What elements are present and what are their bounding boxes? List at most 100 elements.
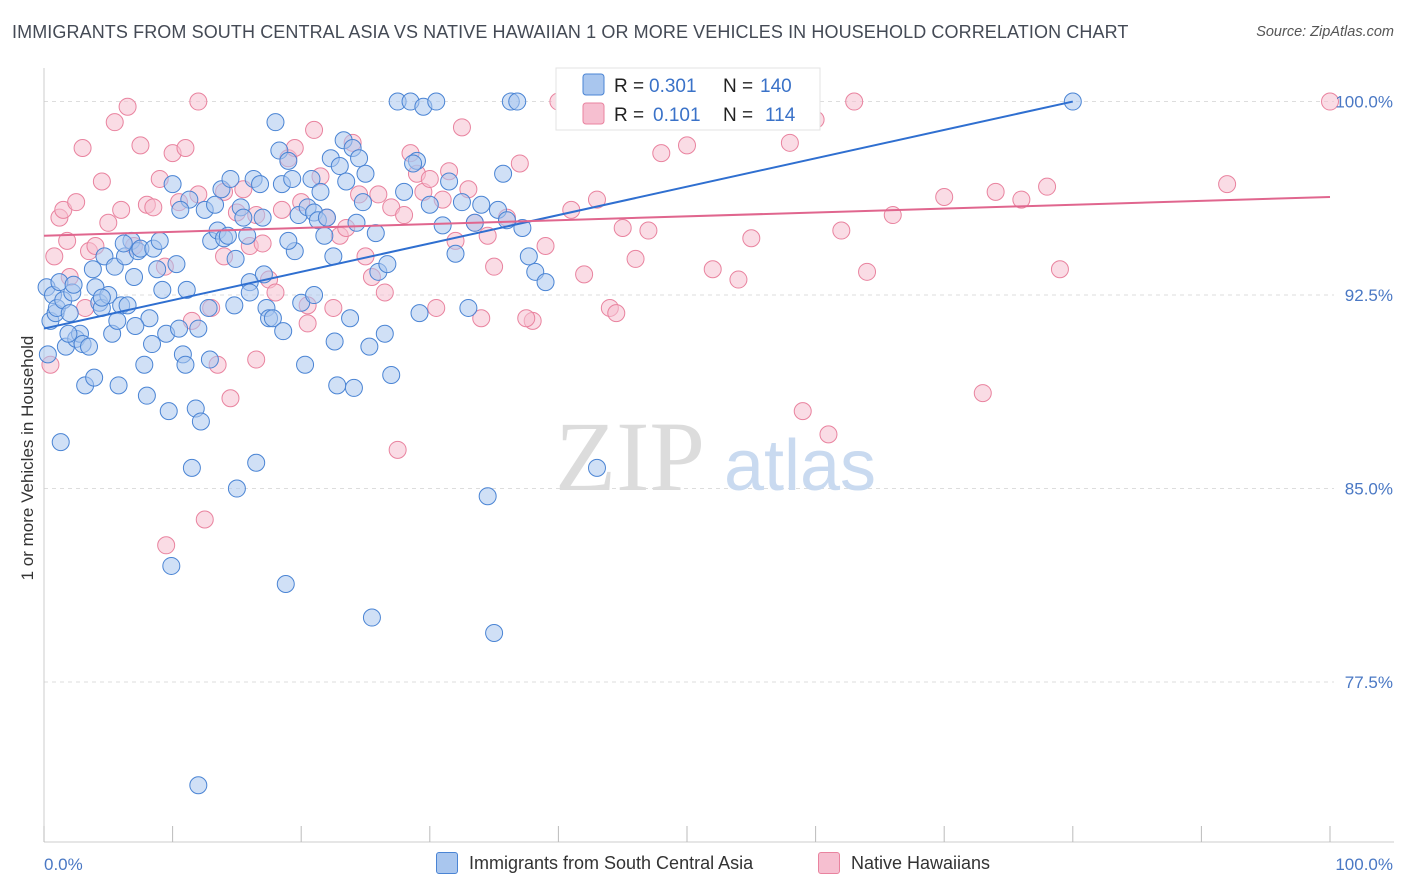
watermark: ZIP atlas <box>555 401 876 512</box>
data-point <box>433 216 452 235</box>
data-point <box>137 386 156 405</box>
data-point <box>221 389 240 408</box>
legend-label-south-central-asia: Immigrants from South Central Asia <box>469 852 754 873</box>
data-point <box>85 368 104 387</box>
legend-top-swatch-blue <box>582 73 605 96</box>
data-point <box>80 337 99 356</box>
legend-item-south-central-asia[interactable]: Immigrants from South Central Asia <box>436 852 753 874</box>
legend-top-n-label-pink: N = <box>723 105 753 126</box>
data-point <box>112 200 131 219</box>
data-point <box>315 226 334 245</box>
data-point <box>536 237 555 256</box>
data-point <box>311 182 330 201</box>
legend-top-r-value-pink: 0.101 <box>653 105 701 126</box>
data-point <box>317 208 336 227</box>
data-point <box>536 273 555 292</box>
data-point <box>973 384 992 403</box>
data-point <box>170 319 189 338</box>
data-point <box>347 213 366 232</box>
data-point <box>395 206 414 225</box>
x-tick-label: 0.0% <box>44 855 83 874</box>
data-point <box>182 458 201 477</box>
data-point <box>410 304 429 323</box>
trend-line-blue <box>43 100 1074 330</box>
data-point <box>114 234 133 253</box>
data-point <box>341 309 360 328</box>
data-point <box>176 138 195 157</box>
data-point <box>263 309 282 328</box>
data-point <box>404 154 423 173</box>
data-point <box>189 319 208 338</box>
data-point <box>279 151 298 170</box>
legend-top-r-value-blue: 0.301 <box>649 76 697 97</box>
legend-top-n-label-blue: N = <box>723 76 753 97</box>
data-point <box>153 280 172 299</box>
y-tick-label: 85.0% <box>1345 480 1393 499</box>
data-point <box>177 280 196 299</box>
data-point <box>369 185 388 204</box>
legend-top-n-value-blue: 140 <box>760 76 792 97</box>
data-point <box>362 608 381 627</box>
data-point <box>206 195 225 214</box>
data-point <box>626 249 645 268</box>
legend-bottom: Immigrants from South Central Asia Nativ… <box>0 852 1406 878</box>
data-point <box>266 113 285 132</box>
data-point <box>279 231 298 250</box>
data-point <box>587 190 606 209</box>
data-point <box>485 624 504 643</box>
data-point <box>324 298 343 317</box>
data-point <box>148 260 167 279</box>
data-point <box>678 136 696 155</box>
legend-swatch-pink <box>818 852 840 874</box>
data-point <box>144 198 163 217</box>
data-point <box>126 317 145 335</box>
data-point <box>195 510 214 529</box>
data-point <box>199 298 218 317</box>
legend-top: R = 0.301 N = 140 R = 0.101 N = 114 <box>555 67 821 131</box>
data-point <box>234 208 253 227</box>
watermark-zip: ZIP <box>555 401 705 512</box>
data-point <box>519 247 538 266</box>
data-point <box>225 296 244 315</box>
data-point <box>150 231 169 250</box>
data-point <box>73 138 92 157</box>
data-point <box>607 304 626 323</box>
data-point <box>60 304 79 323</box>
data-point <box>742 229 761 248</box>
data-point <box>253 234 272 253</box>
axes <box>43 68 1394 843</box>
data-point <box>440 172 459 191</box>
data-point <box>58 231 77 250</box>
data-point <box>159 402 178 421</box>
tick-labels: 77.5% 85.0% 92.5% 100.0% 0.0% 100.0% <box>44 93 1393 874</box>
data-point <box>51 433 70 452</box>
data-point <box>1321 92 1339 111</box>
data-point <box>191 412 210 431</box>
y-tick-label: 100.0% <box>1335 93 1393 112</box>
y-tick-label: 92.5% <box>1345 286 1393 305</box>
data-point <box>238 226 257 245</box>
trend-line-pink <box>43 196 1331 237</box>
data-point <box>935 188 954 206</box>
data-point <box>427 298 446 317</box>
data-point <box>221 169 240 188</box>
data-point <box>337 172 356 191</box>
data-point <box>253 208 272 227</box>
data-point <box>517 309 536 328</box>
data-point <box>729 270 748 289</box>
data-point <box>247 453 266 472</box>
data-point <box>167 255 186 274</box>
data-point <box>38 345 57 364</box>
legend-top-swatch-pink <box>582 102 605 125</box>
data-point <box>375 283 394 302</box>
data-point <box>240 283 259 302</box>
data-point <box>780 133 799 152</box>
data-point <box>176 355 195 374</box>
data-point <box>375 324 394 343</box>
legend-item-native-hawaiians[interactable]: Native Hawaiians <box>818 852 990 874</box>
chart-title: IMMIGRANTS FROM SOUTH CENTRAL ASIA VS NA… <box>12 22 1129 42</box>
data-point <box>350 149 369 168</box>
data-point <box>324 247 343 266</box>
data-point <box>302 169 321 188</box>
data-point <box>420 195 439 214</box>
